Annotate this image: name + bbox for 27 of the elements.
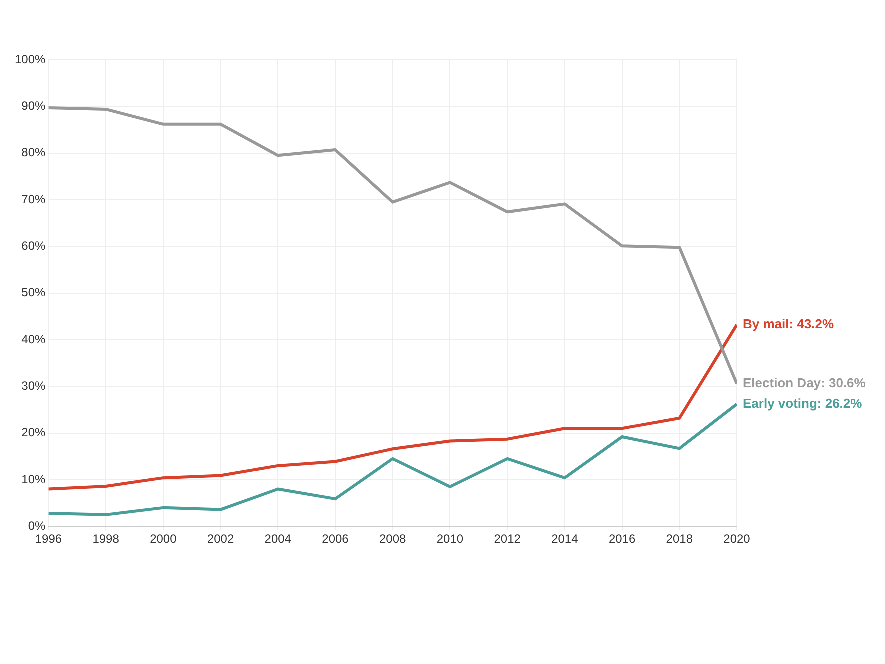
- y-tick-label: 70%: [22, 192, 46, 206]
- x-tick-label: 2018: [666, 532, 694, 546]
- x-tick-label: 2014: [552, 532, 579, 546]
- y-tick-label: 30%: [22, 378, 46, 393]
- x-tick-label: 1996: [35, 532, 62, 546]
- text: Early voting: 26.2%: [743, 396, 863, 411]
- text: By mail: 43.2%: [743, 316, 834, 332]
- x-tick-label: 2008: [379, 532, 407, 546]
- y-tick-label: 60%: [22, 238, 46, 253]
- y-tick-label: 100%: [14, 52, 46, 66]
- y-tick-label: 10%: [22, 472, 46, 486]
- x-tick-label: 1998: [92, 532, 120, 546]
- y-tick-label: 20%: [22, 426, 46, 440]
- y-tick-label: 50%: [22, 286, 46, 300]
- x-tick-label: 2016: [608, 532, 636, 546]
- x-tick-label: 2010: [436, 532, 464, 546]
- y-tick-label: 80%: [22, 146, 46, 160]
- x-tick-label: 2012: [494, 532, 522, 546]
- y-tick-label: 0%: [28, 518, 46, 533]
- y-tick-label: 40%: [22, 332, 46, 346]
- x-tick-label: 2004: [264, 532, 292, 546]
- x-tick-label: 2020: [724, 532, 751, 546]
- text: Election Day: 30.6%: [743, 375, 866, 390]
- x-tick-label: 2000: [150, 532, 178, 546]
- y-tick-label: 90%: [22, 98, 46, 113]
- x-tick-label: 2002: [207, 532, 234, 546]
- x-tick-label: 2006: [322, 532, 350, 546]
